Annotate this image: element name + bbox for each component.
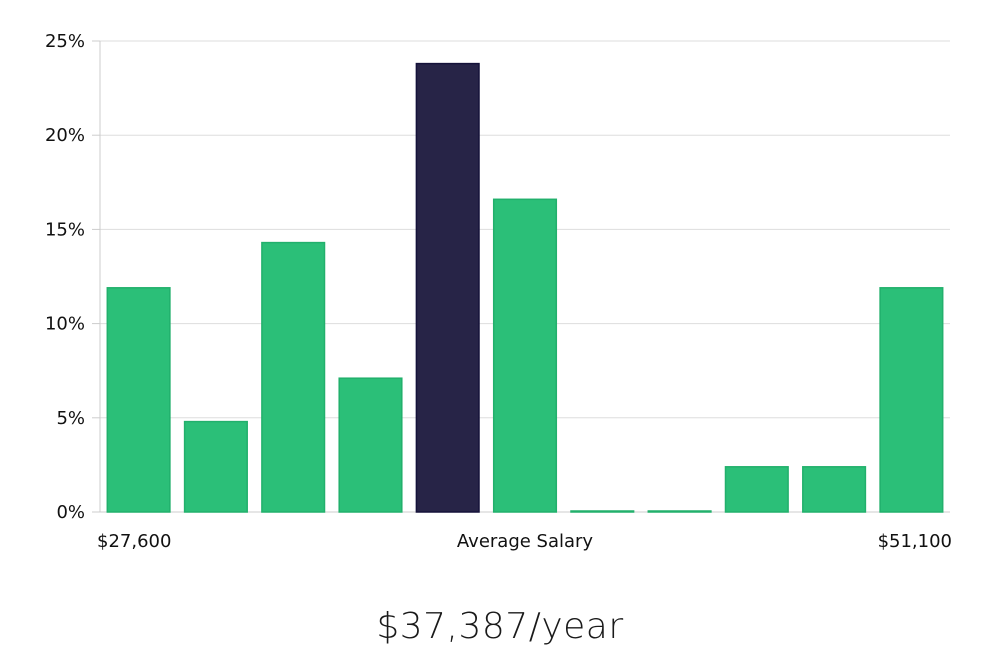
bar [570,510,635,513]
x-min-label: $27,600 [97,531,171,552]
x-center-label: Average Salary [457,531,594,552]
y-tick-label: 20% [45,125,85,146]
bar-average-highlight [415,62,480,513]
y-tick-label: 10% [45,314,85,335]
bar [338,377,403,513]
average-salary-value: $37,387/year [376,606,624,647]
bar [802,466,867,513]
y-tick-label: 0% [56,502,85,523]
y-tick-label: 5% [56,408,85,429]
bars [106,62,944,513]
bar [492,198,558,513]
bar [879,287,944,513]
y-tick-label: 15% [45,219,85,240]
bar [183,420,248,513]
y-tick-label: 25% [45,31,85,52]
bar [261,241,326,513]
y-tick-labels: 0% 5% 10% 15% 20% 25% [45,31,85,523]
x-max-label: $51,100 [878,531,952,552]
bar [724,466,789,513]
salary-distribution-chart: 0%5%10%15%20%25% $27,600 Average Salary … [45,31,952,552]
bar [106,287,171,513]
bar [647,510,712,513]
